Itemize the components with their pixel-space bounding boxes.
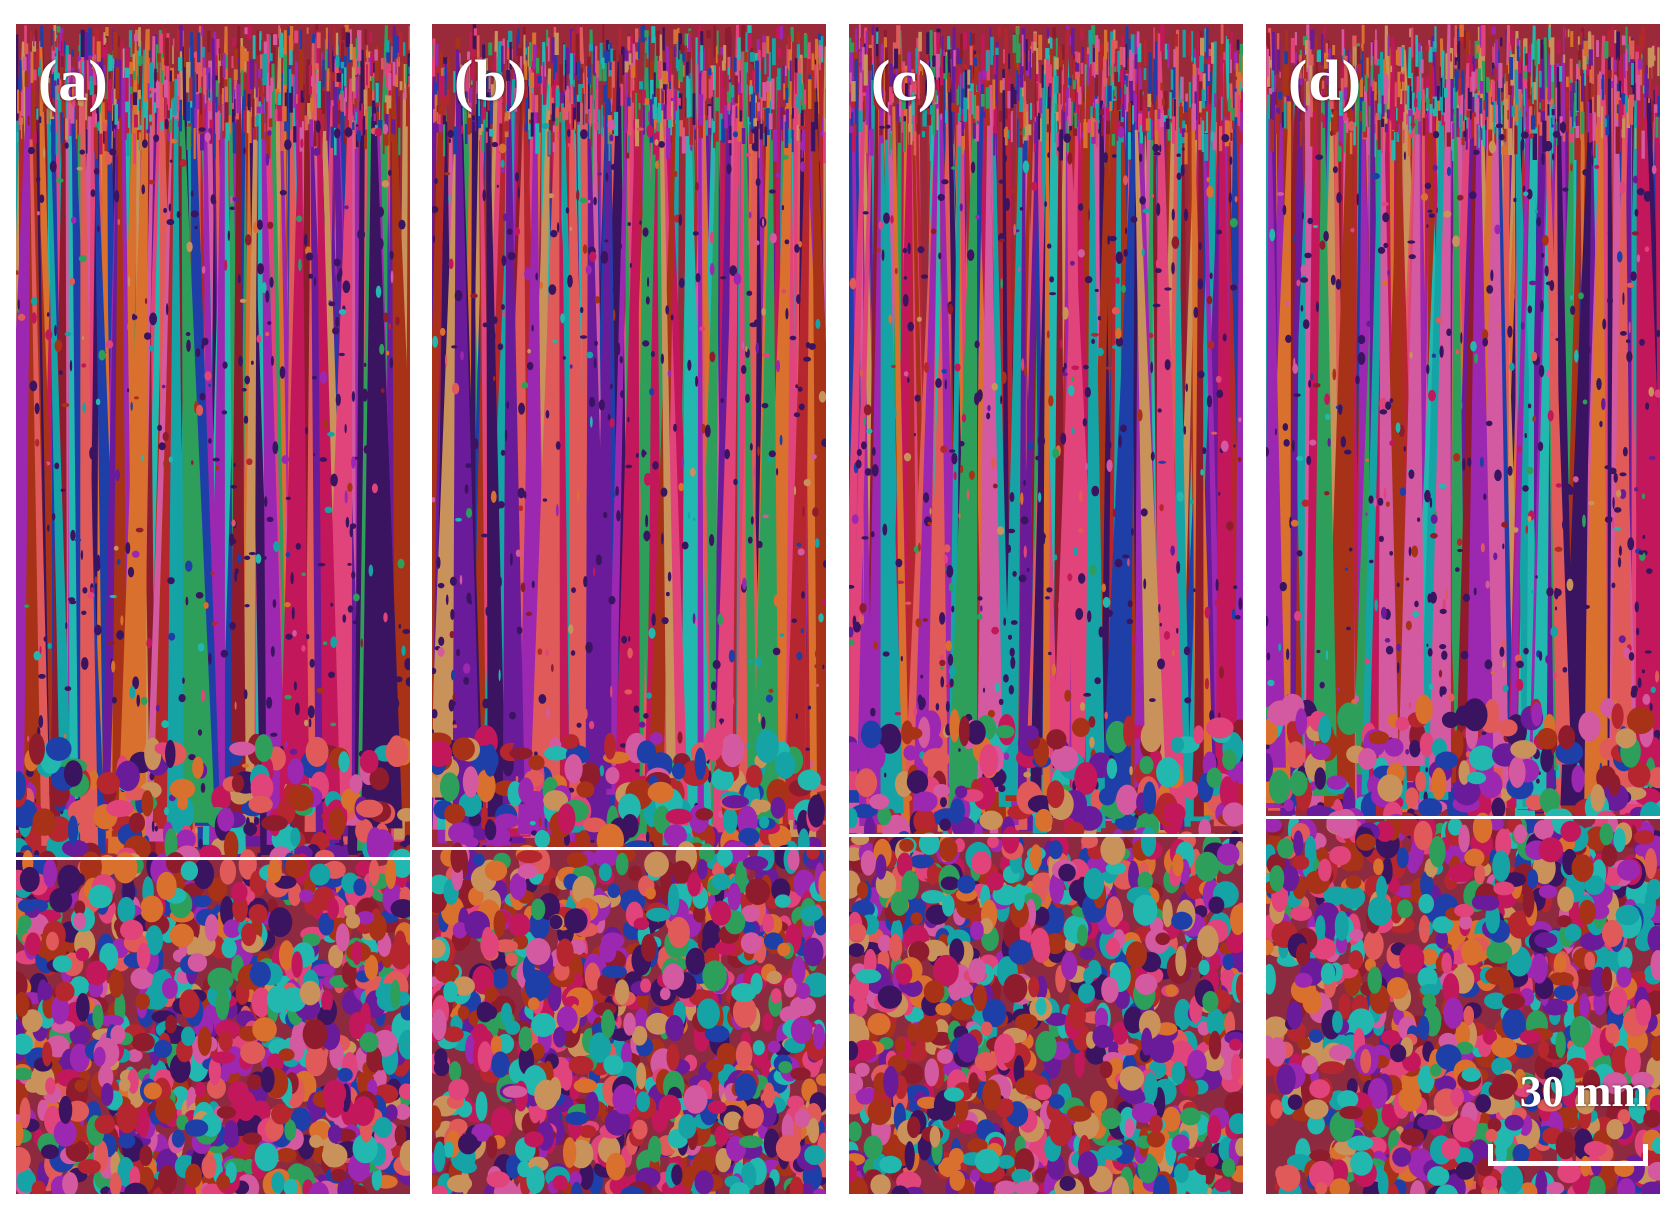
grain-map-image [849, 24, 1243, 1194]
region-boundary-line [1266, 816, 1660, 819]
ebsd-map-panel-b: (b) [432, 24, 826, 1194]
region-boundary-line [849, 834, 1243, 837]
panel-label: (d) [1288, 48, 1362, 113]
ebsd-map-panel-d: (d) 30 mm [1266, 24, 1660, 1194]
region-boundary-line [16, 857, 410, 860]
grain-map-image [432, 24, 826, 1194]
ebsd-map-panel-a: (a) [16, 24, 410, 1194]
grain-map-image [16, 24, 410, 1194]
scale-bar-label: 30 mm [1519, 1067, 1648, 1116]
panel-label: (a) [38, 48, 109, 113]
panel-label: (c) [871, 48, 939, 113]
grain-map-image [1266, 24, 1660, 1194]
panel-label: (b) [454, 48, 528, 113]
ebsd-map-panel-c: (c) [849, 24, 1243, 1194]
region-boundary-line [432, 847, 826, 850]
scale-bar [1488, 1144, 1648, 1166]
